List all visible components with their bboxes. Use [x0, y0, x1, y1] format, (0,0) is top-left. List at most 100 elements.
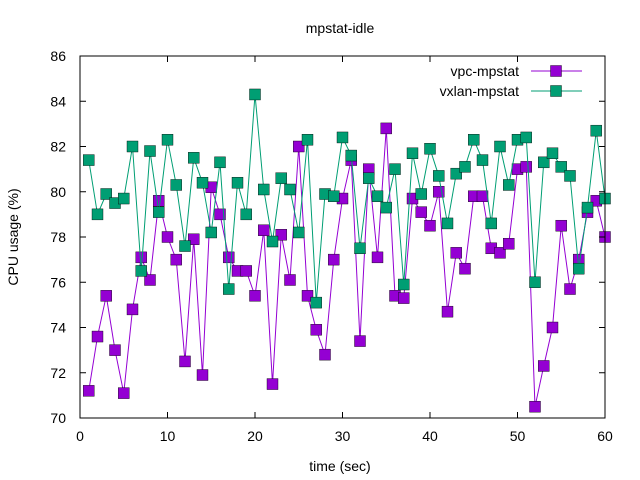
data-point: [476, 154, 489, 166]
y-tick-label: 82: [50, 139, 66, 155]
data-point: [441, 305, 454, 318]
data-point: [529, 400, 541, 413]
data-point: [196, 369, 209, 381]
y-tick-label: 72: [50, 365, 66, 381]
data-point: [398, 278, 410, 291]
data-point: [231, 176, 244, 189]
data-point: [441, 217, 454, 230]
data-point: [240, 265, 252, 277]
y-tick-label: 76: [50, 274, 66, 290]
data-point: [266, 378, 279, 390]
data-point: [170, 253, 182, 266]
data-point: [293, 140, 305, 153]
data-point: [153, 195, 165, 207]
data-point: [590, 124, 602, 137]
data-point: [161, 134, 174, 146]
data-point: [275, 172, 287, 184]
data-point: [144, 274, 156, 286]
data-point: [135, 251, 147, 264]
data-point: [398, 292, 410, 304]
data-point: [555, 161, 567, 173]
data-point: [581, 201, 594, 214]
data-point: [118, 192, 130, 205]
data-point: [196, 176, 209, 189]
data-point: [223, 283, 235, 295]
data-point: [284, 183, 296, 196]
data-point: [503, 179, 515, 191]
data-point: [520, 161, 532, 173]
data-point: [529, 276, 541, 288]
data-point: [100, 290, 112, 302]
data-point: [249, 290, 261, 302]
data-point: [109, 344, 121, 356]
data-point: [328, 190, 340, 202]
data-point: [266, 235, 279, 248]
data-point: [328, 253, 340, 266]
x-tick-label: 50: [510, 428, 526, 444]
data-point: [380, 201, 392, 214]
data-point: [546, 147, 559, 159]
data-point: [223, 251, 235, 264]
data-point: [415, 206, 427, 218]
y-axis-label: CPU usage (%): [5, 188, 21, 285]
data-point: [205, 226, 217, 239]
data-point: [83, 154, 95, 166]
data-point: [188, 233, 200, 245]
data-point: [135, 265, 147, 277]
data-point: [91, 208, 104, 221]
data-point: [459, 262, 471, 275]
data-point: [214, 208, 226, 221]
data-point: [485, 217, 497, 230]
data-point: [310, 324, 322, 336]
data-point: [371, 251, 384, 264]
data-point: [258, 183, 270, 196]
data-point: [564, 283, 576, 295]
data-point: [573, 262, 585, 275]
data-point: [494, 247, 506, 259]
data-point: [301, 134, 314, 146]
data-point: [301, 290, 314, 302]
y-tick-label: 70: [50, 410, 66, 426]
data-point: [450, 247, 462, 259]
data-point: [459, 161, 471, 173]
data-point: [179, 240, 191, 252]
data-point: [354, 242, 366, 255]
data-point: [450, 167, 462, 180]
data-point: [319, 348, 331, 361]
legend-label: vpc-mpstat: [451, 63, 520, 79]
y-tick-label: 74: [50, 320, 66, 336]
data-point: [275, 229, 287, 241]
data-point: [91, 330, 104, 343]
data-point: [100, 188, 112, 200]
data-point: [83, 385, 95, 397]
data-point: [520, 131, 532, 144]
data-point: [126, 140, 139, 153]
data-point: [336, 131, 349, 144]
data-point: [126, 303, 139, 316]
data-point: [371, 190, 384, 202]
series-vxlan-mpstat: [83, 88, 611, 309]
data-point: [258, 224, 270, 236]
data-point: [476, 190, 489, 202]
data-point: [494, 140, 506, 153]
data-point: [284, 274, 296, 286]
data-point: [546, 321, 559, 334]
x-tick-label: 20: [247, 428, 263, 444]
data-point: [468, 134, 480, 146]
x-tick-label: 30: [335, 428, 351, 444]
x-tick-label: 40: [422, 428, 438, 444]
data-point: [179, 355, 191, 368]
series-vpc-mpstat: [83, 122, 611, 413]
data-point: [424, 143, 436, 155]
data-point: [389, 163, 401, 175]
data-point: [538, 156, 550, 169]
data-point: [161, 231, 174, 243]
x-tick-label: 60: [597, 428, 613, 444]
data-point: [503, 238, 515, 250]
data-point: [363, 172, 375, 184]
x-axis-label: time (sec): [309, 458, 370, 474]
data-point: [424, 219, 436, 232]
data-point: [406, 147, 419, 159]
data-point: [433, 170, 445, 182]
